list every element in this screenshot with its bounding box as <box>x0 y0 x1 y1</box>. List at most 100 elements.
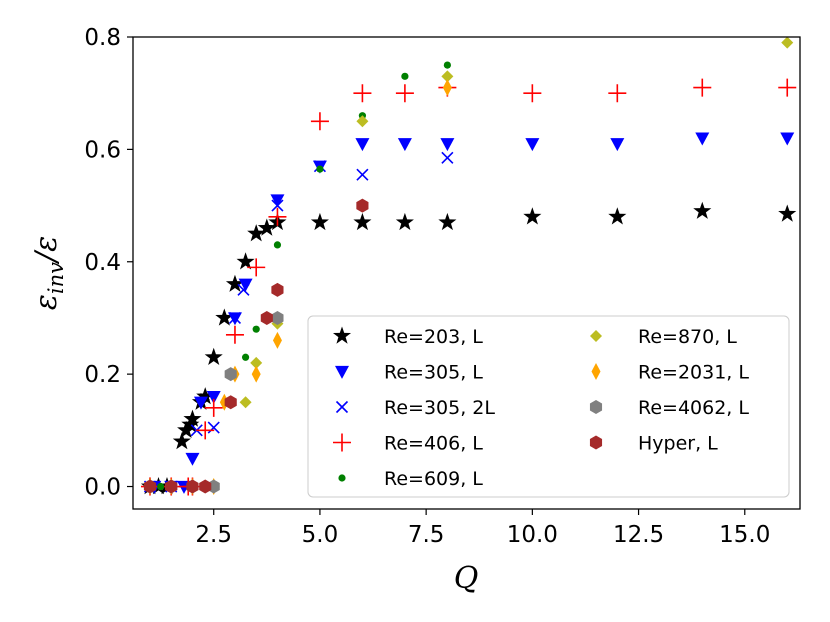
legend-marker <box>335 365 349 379</box>
data-point <box>442 79 452 97</box>
x-tick-label: 2.5 <box>195 522 232 548</box>
data-point <box>693 201 712 219</box>
y-tick-label: 0.8 <box>84 25 121 51</box>
data-point <box>193 396 208 410</box>
data-point <box>272 331 282 349</box>
legend: Re=203, L Re=305, L Re=305, 2L Re=406, L Re=… <box>307 315 790 498</box>
legend-marker <box>589 435 603 450</box>
data-point <box>438 212 457 231</box>
legend-label: Re=203, L <box>384 326 483 348</box>
data-point <box>353 212 372 231</box>
data-point <box>273 241 282 249</box>
y-axis-label-main: ε <box>29 294 64 310</box>
data-point <box>523 207 542 225</box>
data-point <box>196 387 215 405</box>
data-point <box>238 278 253 292</box>
data-point <box>206 391 221 404</box>
axes-frame <box>132 36 801 510</box>
data-point <box>395 84 414 103</box>
legend-marker <box>338 474 346 482</box>
legend-items: Re=203, L Re=305, L Re=305, 2L Re=406, L Re=… <box>332 326 749 490</box>
data-point <box>397 138 412 152</box>
legend-item: Re=406, L <box>333 433 483 455</box>
data-point <box>225 274 244 292</box>
data-point <box>271 282 284 297</box>
legend-marker <box>332 326 352 344</box>
legend-item: Hyper, L <box>589 433 718 455</box>
data-point <box>270 194 285 208</box>
legend-item: Re=203, L <box>332 326 483 348</box>
data-point <box>185 452 200 466</box>
data-point <box>172 432 191 450</box>
data-point <box>356 115 369 128</box>
legend-item: Re=4062, L <box>589 397 749 419</box>
data-point <box>204 398 223 417</box>
legend-marker <box>335 400 349 414</box>
y-axis-label: εinv/ε <box>29 236 68 310</box>
legend-label: Re=2031, L <box>638 362 749 384</box>
series-1 <box>147 132 795 494</box>
data-point <box>239 396 252 409</box>
y-axis-label-sub: inv <box>44 262 68 294</box>
data-point <box>196 421 215 440</box>
data-point <box>441 70 454 83</box>
legend-label: Re=305, 2L <box>384 397 495 419</box>
data-point <box>608 84 627 103</box>
data-point <box>310 212 329 231</box>
legend-item: Re=870, L <box>590 326 737 348</box>
data-point <box>778 204 797 222</box>
data-point <box>247 224 266 242</box>
legend-label: Re=4062, L <box>638 397 749 419</box>
data-markers <box>140 36 797 496</box>
data-point <box>608 207 627 225</box>
data-point <box>356 198 369 213</box>
data-point <box>252 325 260 333</box>
data-point <box>440 138 455 152</box>
legend-label: Re=609, L <box>384 468 483 490</box>
data-point <box>236 252 255 270</box>
data-point <box>355 138 370 152</box>
y-tick-label: 0.2 <box>84 362 121 388</box>
data-point <box>225 325 244 344</box>
legend-item: Re=305, L <box>335 362 483 384</box>
data-point <box>693 78 712 97</box>
y-axis-label-tail: /ε <box>29 236 64 265</box>
data-point <box>780 132 795 146</box>
data-point <box>228 311 242 325</box>
data-point <box>695 132 710 146</box>
y-tick-label: 0.0 <box>84 475 121 501</box>
data-point <box>224 395 237 410</box>
data-point <box>224 367 237 382</box>
legend-marker <box>591 363 601 380</box>
data-point <box>250 356 263 369</box>
data-point <box>525 138 540 152</box>
data-point <box>395 212 414 231</box>
data-point <box>353 84 372 103</box>
data-point <box>251 365 261 383</box>
x-tick-label: 5.0 <box>302 522 339 548</box>
legend-item: Re=609, L <box>338 468 483 490</box>
legend-marker <box>333 433 351 452</box>
data-point <box>157 482 165 491</box>
y-tick-label: 0.6 <box>84 137 121 163</box>
data-point <box>271 310 284 325</box>
data-point <box>199 479 212 494</box>
data-point <box>443 61 451 69</box>
data-point <box>271 199 284 212</box>
legend-label: Re=305, L <box>384 362 483 384</box>
x-axis-label: Q <box>454 561 479 596</box>
data-point <box>204 347 223 365</box>
data-point <box>241 353 250 361</box>
legend-label: Re=870, L <box>638 326 737 348</box>
data-point <box>215 308 234 326</box>
legend-item: Re=305, 2L <box>335 397 495 419</box>
data-point <box>260 310 273 325</box>
data-point <box>247 258 266 277</box>
legend-box <box>307 315 790 498</box>
data-point <box>237 283 250 296</box>
y-tick-label: 0.4 <box>84 250 121 276</box>
data-point <box>186 479 199 494</box>
legend-marker <box>589 400 603 414</box>
data-point <box>207 421 220 434</box>
